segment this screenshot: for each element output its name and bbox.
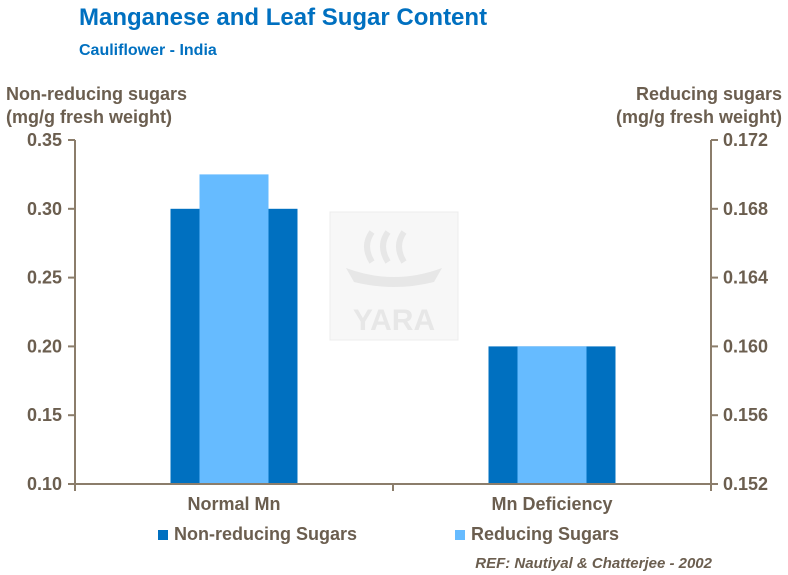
right-tick-label-4: 0.156 <box>723 405 768 425</box>
left-tick-label-0: 0.35 <box>27 130 62 150</box>
left-tick-label-1: 0.30 <box>27 199 62 219</box>
left-tick-label-3: 0.20 <box>27 336 62 356</box>
right-tick-label-3: 0.160 <box>723 336 768 356</box>
left-axis-title-line1: Non-reducing sugars <box>6 84 188 104</box>
chart-title: Manganese and Leaf Sugar Content <box>79 4 488 31</box>
legend-swatch-non-reducing <box>158 529 168 540</box>
legend-item-non-reducing: Non-reducing Sugars <box>158 524 357 545</box>
right-axis-title-line2: (mg/g fresh weight) <box>616 107 782 127</box>
right-tick-label-0: 0.172 <box>723 130 768 150</box>
right-tick-label-2: 0.164 <box>723 268 768 288</box>
chart-subtitle: Cauliflower - India <box>79 42 217 59</box>
left-axis-title: Non-reducing sugars (mg/g fresh weight) <box>6 83 187 129</box>
right-tick-label-5: 0.152 <box>723 474 768 494</box>
left-tick-label-4: 0.15 <box>27 405 62 425</box>
bar-reducing-1 <box>517 346 587 484</box>
legend-label-reducing: Reducing Sugars <box>471 524 620 544</box>
category-label-0: Normal Mn <box>187 494 280 514</box>
left-tick-label-5: 0.10 <box>27 474 62 494</box>
watermark-text: YARA <box>353 304 435 337</box>
reference-note: REF: Nautiyal & Chatterjee - 2002 <box>475 555 712 572</box>
legend-item-reducing: Reducing Sugars <box>455 524 619 545</box>
legend-label-non-reducing: Non-reducing Sugars <box>174 524 358 544</box>
left-tick-label-2: 0.25 <box>27 268 62 288</box>
left-axis-title-line2: (mg/g fresh weight) <box>6 107 172 127</box>
right-tick-label-1: 0.168 <box>723 199 768 219</box>
legend-swatch-reducing <box>455 529 465 540</box>
yara-logo-watermark: YARA <box>329 211 459 341</box>
bar-reducing-0 <box>199 174 269 484</box>
right-axis-title-line1: Reducing sugars <box>635 84 782 104</box>
category-label-1: Mn Deficiency <box>491 494 612 514</box>
right-axis-title: Reducing sugars (mg/g fresh weight) <box>616 83 782 129</box>
